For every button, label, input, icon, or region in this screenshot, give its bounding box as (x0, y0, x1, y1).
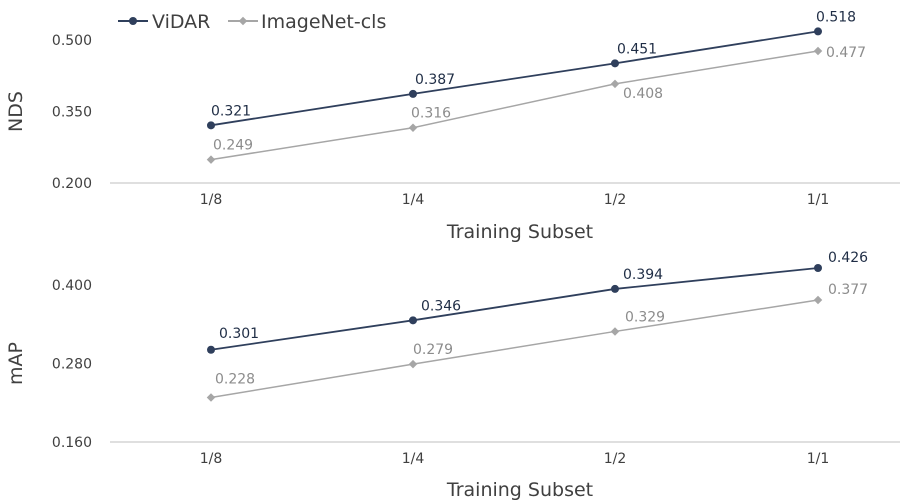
data-point (611, 284, 619, 293)
data-label: 0.279 (413, 342, 453, 358)
data-point (408, 123, 418, 132)
x-tick-label: 1/4 (402, 192, 425, 208)
data-point (207, 345, 215, 354)
data-label: 0.394 (623, 267, 663, 283)
data-label: 0.477 (826, 45, 866, 61)
x-tick-label: 1/1 (807, 451, 830, 467)
y-tick-label: 0.350 (52, 105, 92, 121)
x-tick-label: 1/4 (402, 451, 425, 467)
legend-label-vidar: ViDAR (152, 11, 210, 33)
data-point (206, 393, 216, 402)
data-point (408, 359, 418, 369)
data-label: 0.316 (411, 106, 451, 122)
data-point (813, 295, 823, 305)
data-label: 0.228 (215, 372, 255, 388)
data-point (610, 327, 620, 336)
data-label: 0.329 (625, 309, 665, 325)
y-tick-label: 0.280 (52, 357, 92, 373)
data-label: 0.377 (828, 282, 868, 298)
legend-marker-vidar (129, 17, 137, 25)
x-tick-label: 1/8 (200, 451, 223, 467)
data-label: 0.301 (219, 326, 259, 342)
y-tick-label: 0.400 (52, 278, 92, 294)
x-tick-label: 1/1 (807, 192, 830, 208)
data-point (611, 59, 619, 68)
data-label: 0.451 (617, 41, 657, 57)
data-point (206, 155, 216, 164)
data-label: 0.408 (623, 86, 663, 102)
data-label: 0.321 (211, 103, 251, 119)
y-tick-label: 0.500 (52, 33, 92, 49)
series-line-vidar (210, 267, 819, 351)
y-axis-title: mAP (5, 342, 27, 385)
series-line-vidar (210, 30, 819, 127)
data-label: 0.249 (213, 138, 253, 154)
x-tick-label: 1/2 (604, 192, 627, 208)
x-axis-title: Training Subset (446, 221, 593, 243)
x-tick-label: 1/2 (604, 451, 627, 467)
data-label: 0.387 (415, 72, 455, 88)
data-label: 0.426 (828, 250, 868, 266)
data-point (610, 79, 620, 89)
legend-marker-imagenet (238, 16, 248, 26)
data-point (409, 89, 417, 98)
data-point (814, 27, 822, 36)
data-point (813, 46, 823, 56)
y-tick-label: 0.160 (52, 435, 92, 451)
legend-label-imagenet: ImageNet-cls (261, 11, 386, 33)
data-point (207, 121, 215, 130)
series-line-imagenet-cls (210, 299, 819, 399)
y-tick-label: 0.200 (52, 176, 92, 192)
data-label: 0.518 (816, 9, 856, 25)
data-point (814, 263, 822, 272)
data-point (409, 316, 417, 325)
data-label: 0.346 (421, 298, 461, 314)
x-tick-label: 1/8 (200, 192, 223, 208)
y-axis-title: NDS (5, 91, 27, 132)
series-line-imagenet-cls (210, 50, 819, 161)
x-axis-title: Training Subset (446, 479, 593, 501)
